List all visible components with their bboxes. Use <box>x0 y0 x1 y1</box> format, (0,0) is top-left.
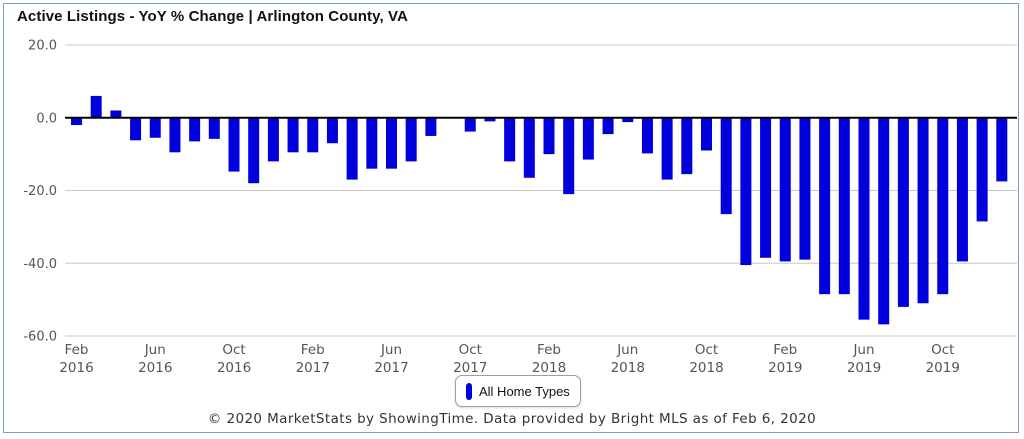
y-tick-label: -60.0 <box>23 330 57 345</box>
bar[interactable] <box>267 117 279 162</box>
bar[interactable] <box>386 117 397 169</box>
bar[interactable] <box>326 117 338 144</box>
bar[interactable] <box>799 117 811 260</box>
bar[interactable] <box>208 117 220 139</box>
x-tick-year: 2016 <box>59 360 93 376</box>
bar[interactable] <box>622 117 634 123</box>
x-tick-month: Jun <box>380 342 402 358</box>
x-tick-month: Feb <box>773 342 797 358</box>
x-tick-month: Oct <box>222 342 245 358</box>
x-tick-year: 2016 <box>138 360 172 376</box>
y-tick-label: 0.0 <box>36 111 57 126</box>
x-tick-year: 2018 <box>532 360 566 376</box>
x-tick-year: 2017 <box>296 360 330 376</box>
chart-title: Active Listings - YoY % Change | Arlingt… <box>17 8 408 25</box>
bar[interactable] <box>248 117 260 184</box>
bar[interactable] <box>976 117 988 222</box>
bar[interactable] <box>405 117 417 162</box>
bar[interactable] <box>701 117 712 151</box>
bar[interactable] <box>740 117 752 266</box>
x-tick-month: Oct <box>931 342 954 358</box>
x-tick-year: 2019 <box>847 360 881 376</box>
x-tick-month: Feb <box>301 342 325 358</box>
bar[interactable] <box>641 117 653 154</box>
bar[interactable] <box>838 117 850 295</box>
bar[interactable] <box>287 117 299 153</box>
x-tick-month: Jun <box>616 342 638 358</box>
bar[interactable] <box>897 117 909 307</box>
y-axis-ticks: 20.0 0.0 -20.0 -40.0 -60.0 <box>23 39 57 345</box>
bar[interactable] <box>878 117 890 325</box>
x-axis-ticks: Feb 2016 Jun 2016 Oct 2016 Feb 2017 Jun 2017 Oct 20… <box>59 342 960 376</box>
bar-series <box>71 95 1008 325</box>
y-tick-label: -20.0 <box>23 184 57 199</box>
y-tick-label: 20.0 <box>28 39 57 54</box>
bar[interactable] <box>937 117 949 295</box>
bar[interactable] <box>661 117 673 180</box>
bar[interactable] <box>504 117 516 162</box>
bar[interactable] <box>956 117 968 262</box>
gridlines <box>65 44 1017 337</box>
y-tick-label: -40.0 <box>23 257 57 272</box>
bar[interactable] <box>681 117 693 175</box>
x-tick-month: Oct <box>459 342 482 358</box>
bar[interactable] <box>149 117 161 138</box>
x-tick-year: 2017 <box>453 360 487 376</box>
x-tick-year: 2018 <box>689 360 723 376</box>
bar[interactable] <box>464 117 476 132</box>
bar[interactable] <box>602 117 614 135</box>
bar[interactable] <box>917 117 929 304</box>
x-tick-year: 2018 <box>611 360 645 376</box>
bar[interactable] <box>169 117 181 153</box>
bar[interactable] <box>307 117 319 153</box>
bar[interactable] <box>90 95 102 118</box>
x-tick-year: 2019 <box>768 360 802 376</box>
x-tick-month: Jun <box>144 342 166 358</box>
bar[interactable] <box>858 117 870 320</box>
x-tick-year: 2016 <box>217 360 251 376</box>
bar[interactable] <box>228 117 240 172</box>
bar[interactable] <box>760 117 772 258</box>
bar[interactable] <box>189 117 201 142</box>
bar[interactable] <box>130 117 142 141</box>
legend-swatch-icon <box>466 382 472 400</box>
bar[interactable] <box>996 117 1008 182</box>
bar[interactable] <box>110 110 122 118</box>
x-tick-year: 2017 <box>374 360 408 376</box>
bar[interactable] <box>71 117 82 126</box>
x-tick-month: Feb <box>65 342 89 358</box>
bar[interactable] <box>523 117 535 178</box>
bar[interactable] <box>366 117 378 169</box>
x-tick-month: Jun <box>852 342 874 358</box>
x-tick-month: Feb <box>537 342 561 358</box>
chart-credits: © 2020 MarketStats by ShowingTime. Data … <box>207 411 817 427</box>
legend-item-all-home-types[interactable]: All Home Types <box>455 375 581 407</box>
bar[interactable] <box>819 117 831 295</box>
bar[interactable] <box>484 117 496 122</box>
bar[interactable] <box>779 117 791 262</box>
bar[interactable] <box>346 117 358 180</box>
legend-label: All Home Types <box>479 383 570 399</box>
x-tick-year: 2019 <box>926 360 960 376</box>
bar[interactable] <box>563 117 575 195</box>
x-tick-month: Oct <box>695 342 718 358</box>
bar[interactable] <box>543 117 555 155</box>
bar[interactable] <box>425 117 437 136</box>
bar[interactable] <box>720 117 732 215</box>
bar[interactable] <box>582 117 594 160</box>
